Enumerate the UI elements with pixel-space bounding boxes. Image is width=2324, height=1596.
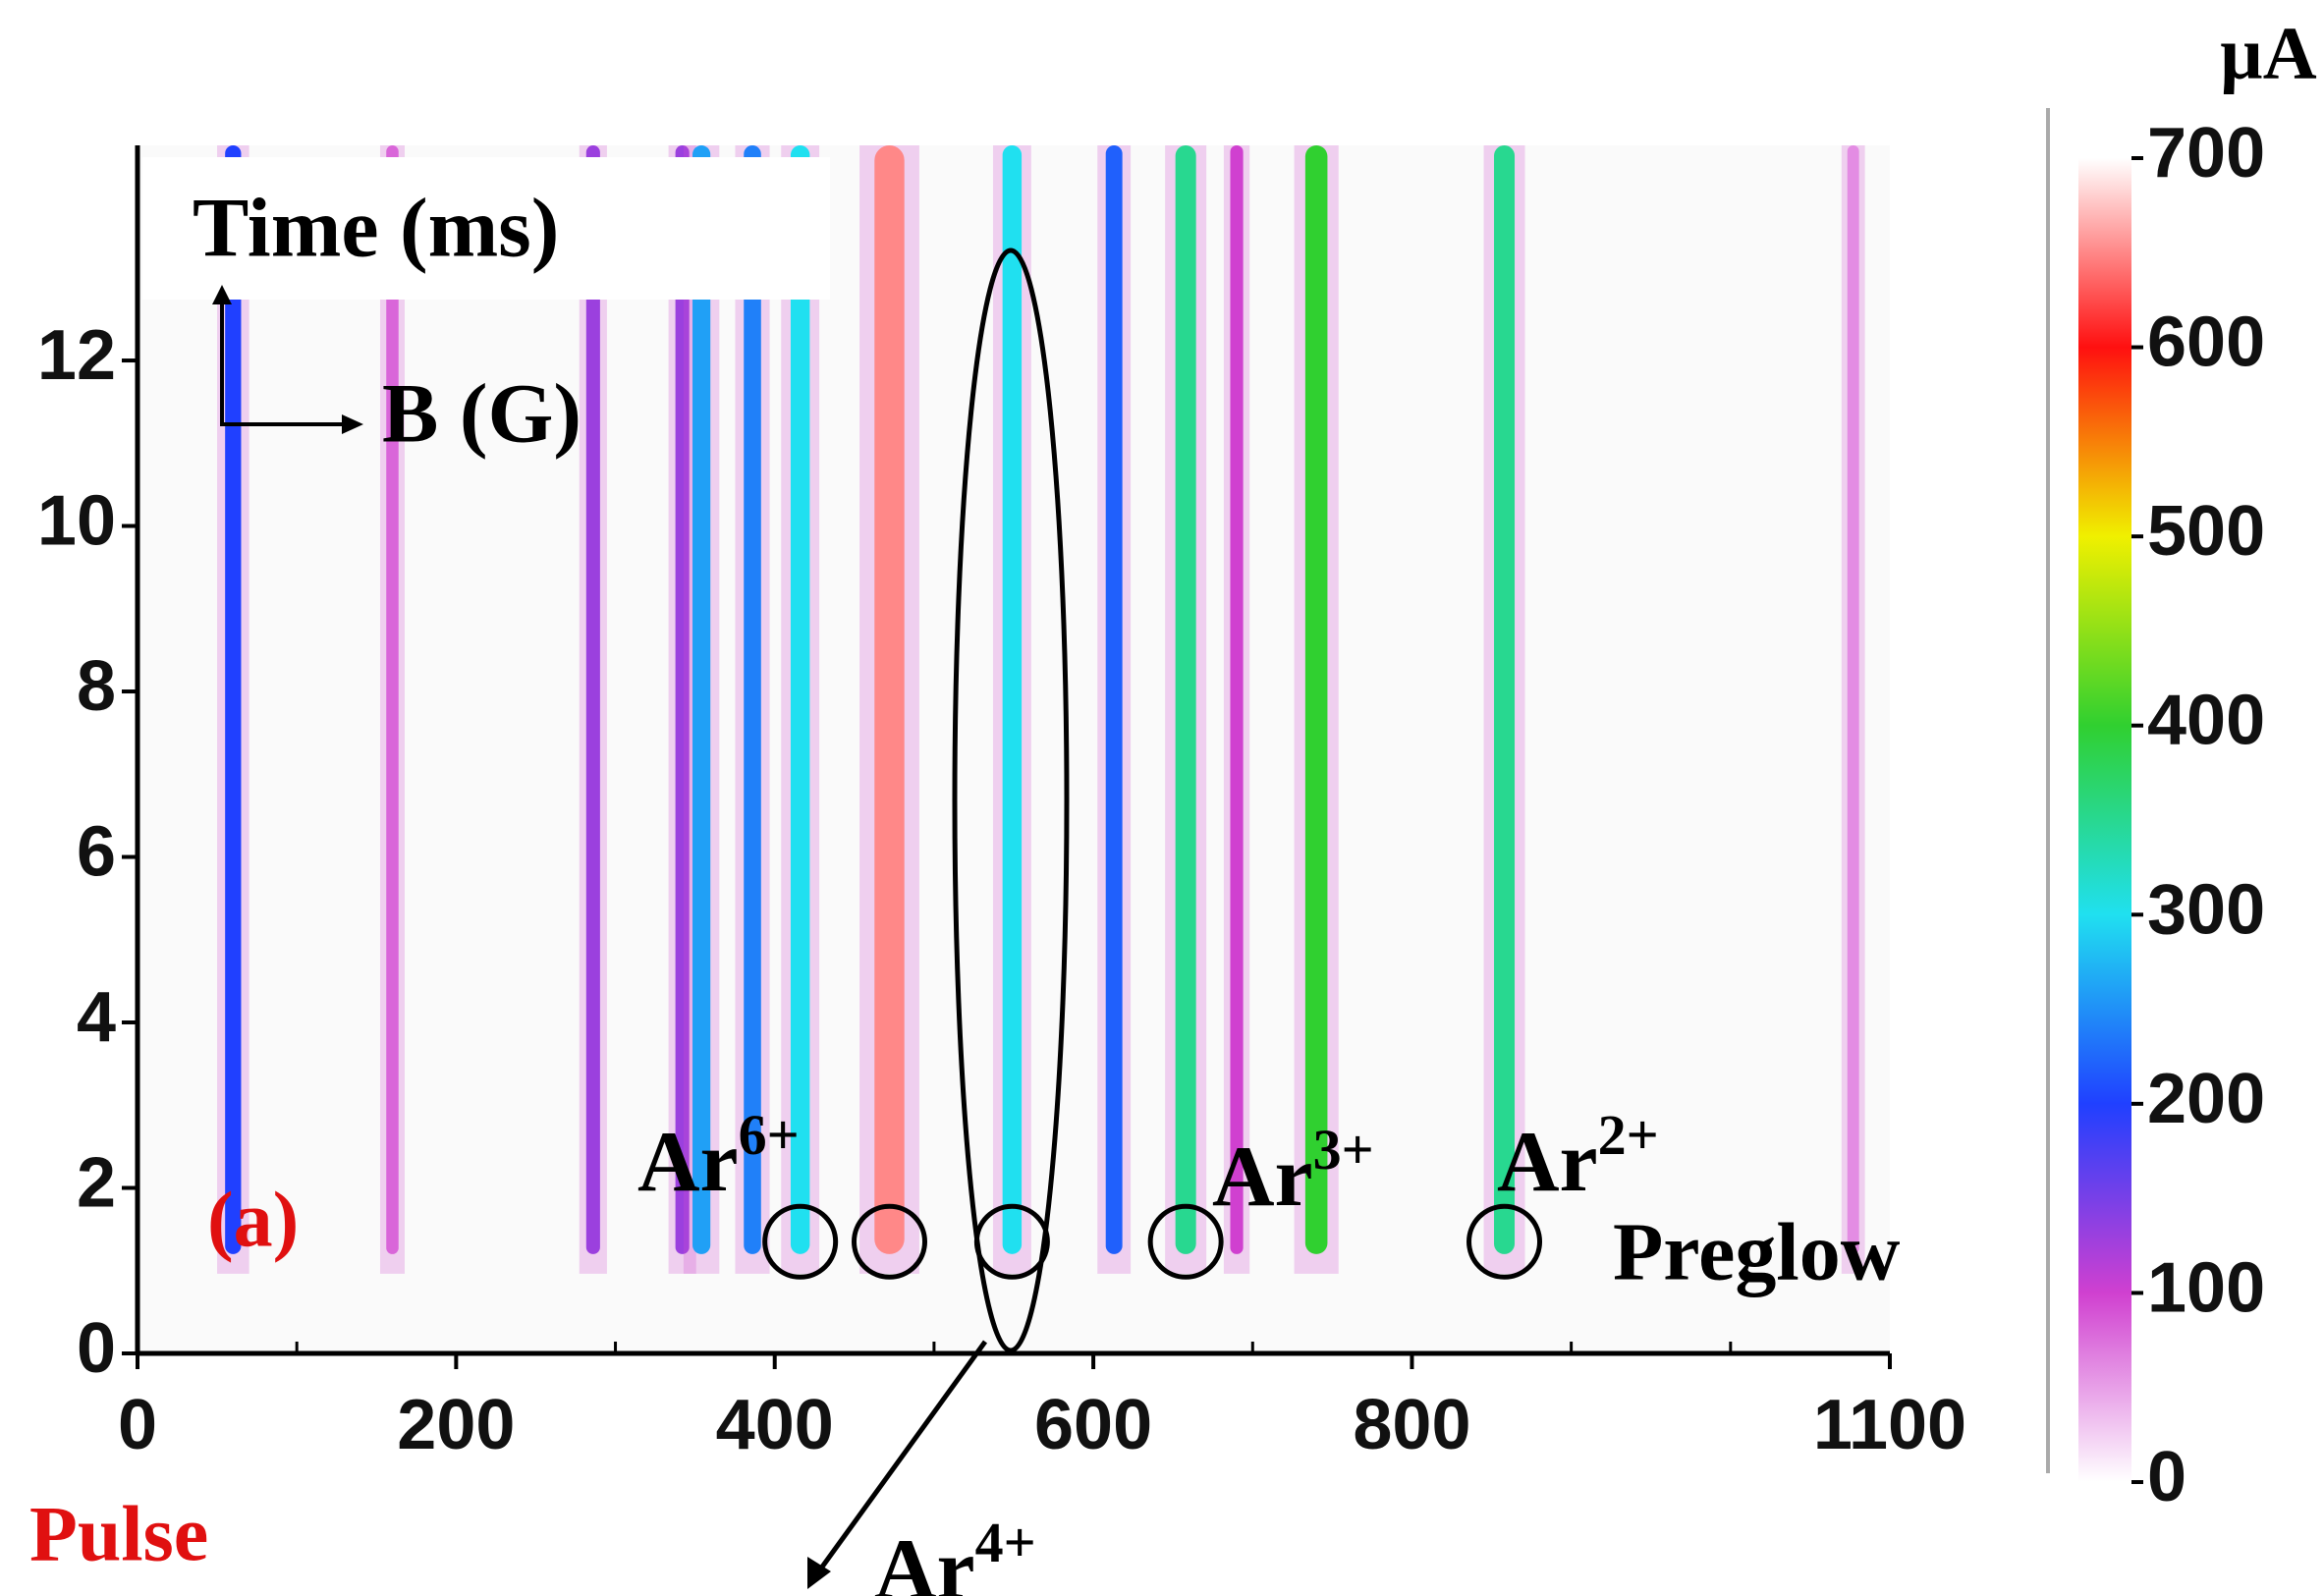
peak-circle — [851, 1203, 927, 1280]
ion-charge: 3+ — [1313, 1118, 1374, 1182]
streak — [692, 145, 711, 1254]
colorbar-tick-label: 400 — [2147, 682, 2265, 760]
mode-label: Pulse — [29, 1491, 208, 1577]
pointer-head — [807, 1557, 831, 1589]
streak — [1175, 145, 1196, 1254]
y-tick-label: 4 — [77, 978, 116, 1057]
y-tick-label: 10 — [37, 482, 116, 561]
x-tick-label: 1100 — [1813, 1386, 1966, 1464]
axis-arrows — [220, 290, 354, 426]
colorbar-label: µA — [2220, 12, 2317, 94]
colorbar-tick-label: 300 — [2147, 870, 2265, 949]
ion-symbol: Ar — [637, 1115, 739, 1210]
pointer-arrow — [812, 1340, 988, 1578]
streak — [675, 145, 690, 1254]
streak — [744, 145, 761, 1254]
ion-charge: 2+ — [1598, 1103, 1659, 1167]
streak — [585, 145, 600, 1254]
peak-circle — [1466, 1203, 1543, 1280]
ion-label: Ar6+ — [637, 1103, 800, 1210]
streak — [225, 145, 242, 1254]
colorbar-tick-label: 600 — [2147, 303, 2265, 382]
ion-symbol: Ar — [874, 1522, 975, 1596]
ion-label: Ar4+ — [874, 1511, 1036, 1596]
streak — [1230, 145, 1244, 1254]
ion-label: Ar3+ — [1212, 1118, 1374, 1225]
streak — [1847, 145, 1859, 1254]
ion-charge: 4+ — [975, 1511, 1036, 1574]
y-tick-label: 0 — [77, 1309, 116, 1388]
streak — [1002, 145, 1023, 1254]
highlight-ellipse — [952, 248, 1070, 1353]
colorbar — [2078, 158, 2131, 1482]
x-tick-label: 800 — [1353, 1386, 1470, 1464]
peak-circle — [973, 1203, 1050, 1280]
ion-symbol: Ar — [1497, 1115, 1598, 1210]
x-tick-label: 200 — [397, 1386, 515, 1464]
label-box — [142, 157, 830, 300]
y-axis-label: Time (ms) — [193, 181, 559, 275]
ion-charge: 6+ — [739, 1103, 800, 1167]
peak-circle — [1147, 1203, 1224, 1280]
y-tick-label: 2 — [77, 1144, 116, 1223]
arrow-heads — [212, 285, 363, 434]
streak — [790, 145, 810, 1254]
peak-circle — [762, 1203, 839, 1280]
colorbar-tick-label: 0 — [2147, 1438, 2186, 1516]
ion-symbol: Ar — [1212, 1129, 1313, 1225]
y-tick-label: 8 — [77, 647, 116, 726]
streak — [1304, 145, 1328, 1254]
panel-label: (a) — [207, 1177, 299, 1263]
colorbar-tick-label: 200 — [2147, 1060, 2265, 1138]
x-tick-label: 600 — [1034, 1386, 1152, 1464]
y-tick-label: 12 — [37, 316, 116, 395]
colorbar-tick-label: 700 — [2147, 114, 2265, 193]
streak — [386, 145, 399, 1254]
x-axis-label: B (G) — [382, 366, 581, 461]
annotation: Preglow — [1613, 1206, 1901, 1297]
streak — [874, 145, 905, 1254]
ion-label: Ar2+ — [1497, 1103, 1659, 1210]
streak — [1105, 145, 1123, 1254]
colorbar-tick-label: 100 — [2147, 1248, 2265, 1327]
x-tick-label: 400 — [716, 1386, 834, 1464]
streak — [1494, 145, 1516, 1254]
x-tick-label: 0 — [118, 1386, 157, 1464]
colorbar-tick-label: 500 — [2147, 492, 2265, 571]
y-tick-label: 6 — [77, 813, 116, 892]
